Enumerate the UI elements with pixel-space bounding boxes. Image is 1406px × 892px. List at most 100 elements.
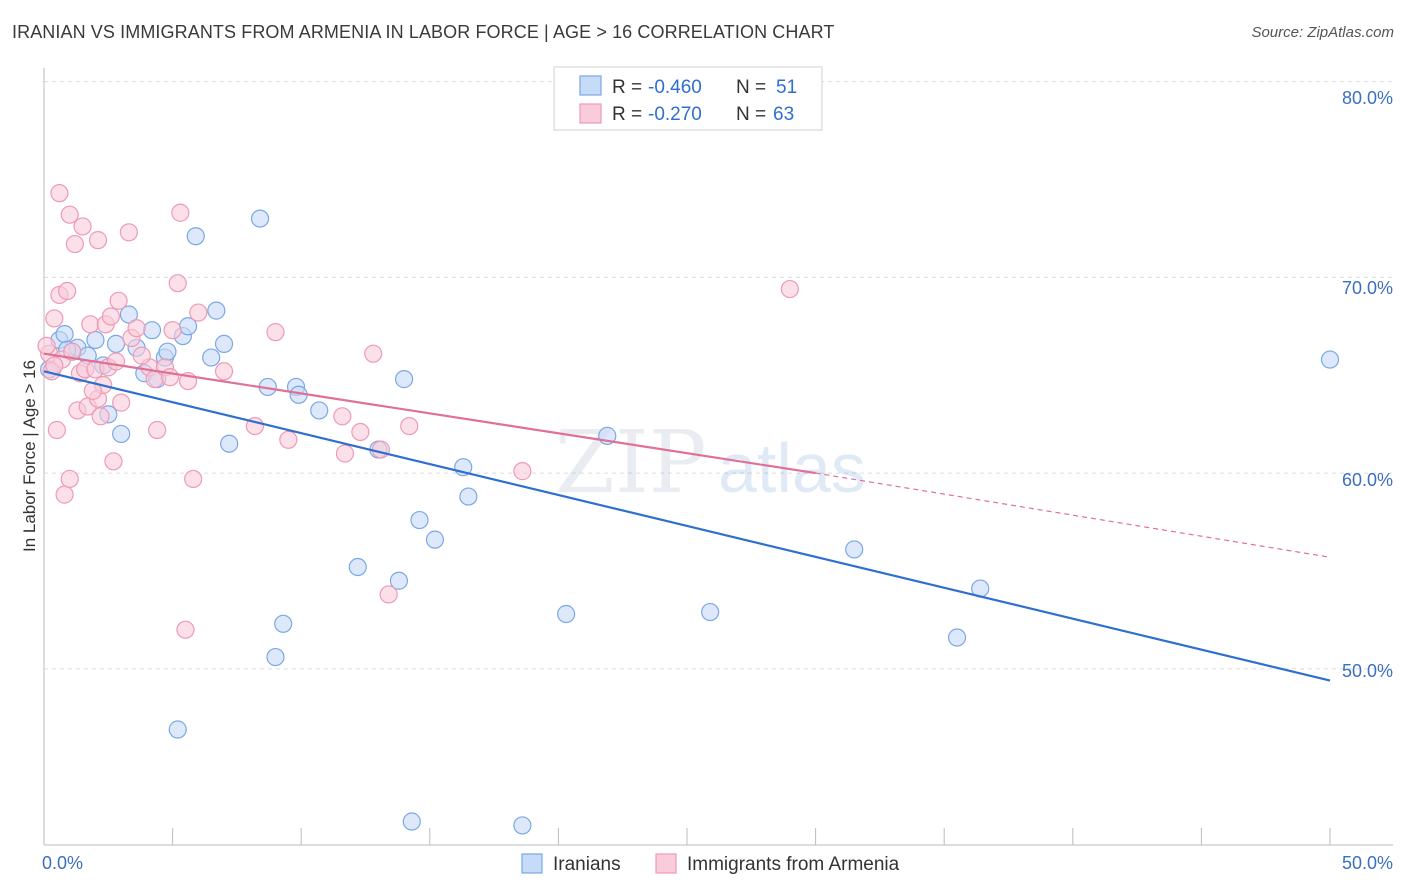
watermark-atlas: atlas: [718, 429, 866, 507]
armenia-point-51: [371, 440, 391, 459]
armenia-point-24: [104, 452, 123, 471]
armenia-point-56: [37, 336, 56, 355]
iranian-point-35: [389, 571, 409, 590]
trend-lines: [43, 352, 1331, 682]
iranian-point-23: [207, 301, 226, 320]
legend-r-label-2: R =: [612, 104, 642, 125]
axes: [43, 68, 1393, 846]
legend-n-label-2: N =: [736, 104, 766, 125]
trend-line-armenia-extension: [815, 472, 1331, 558]
bottom-legend: Iranians Immigrants from Armenia: [521, 853, 900, 875]
armenia-point-47: [333, 407, 352, 426]
legend-n-value-1: 51: [776, 77, 797, 98]
iranian-point-46: [845, 540, 864, 559]
iranian-point-11: [119, 305, 138, 324]
armenia-point-53: [400, 416, 419, 436]
y-tick-label-50: 50.0%: [1342, 661, 1393, 681]
iranian-point-32: [310, 401, 329, 420]
iranian-point-22: [202, 348, 221, 367]
iranian-point-24: [214, 334, 234, 353]
watermark: ZIP atlas: [555, 413, 866, 513]
iranian-point-2: [55, 324, 74, 344]
trend-line-armenia: [43, 352, 816, 475]
bottom-legend-iranians: Iranians: [553, 854, 621, 875]
iranian-point-36: [394, 370, 414, 389]
y-tick-label-70: 70.0%: [1342, 278, 1393, 298]
armenia-point-43: [214, 362, 234, 381]
series-iranians: [40, 209, 1340, 835]
iranian-point-18: [168, 720, 187, 739]
source-label: Source: ZipAtlas.com: [1251, 24, 1394, 41]
armenia-point-16: [81, 315, 100, 334]
armenia-point-23: [101, 307, 120, 326]
gridlines: [44, 81, 1393, 670]
armenia-point-46: [279, 430, 298, 449]
iranian-point-49: [1320, 350, 1340, 369]
x-tick-label-max: 50.0%: [1342, 853, 1393, 873]
armenia-point-30: [127, 319, 146, 338]
armenia-point-60: [132, 346, 151, 365]
armenia-point-9: [60, 205, 79, 224]
armenia-point-52: [379, 585, 398, 604]
armenia-point-38: [171, 203, 190, 222]
iranian-point-42: [513, 816, 532, 835]
armenia-point-58: [63, 342, 82, 361]
armenia-point-41: [184, 469, 203, 489]
legend-box: R = -0.460 N = 51 R = -0.270 N = 63: [553, 66, 823, 131]
iranian-point-38: [410, 510, 429, 530]
armenia-point-25: [106, 352, 126, 371]
armenia-point-36: [163, 321, 182, 340]
armenia-point-2: [45, 309, 64, 328]
y-tick-label-80: 80.0%: [1342, 88, 1393, 108]
iranian-point-25: [220, 434, 239, 453]
iranian-point-29: [274, 614, 293, 633]
iranian-point-33: [348, 557, 367, 577]
armenia-point-13: [73, 217, 92, 236]
iranian-point-10: [112, 424, 131, 444]
armenia-point-4: [50, 184, 69, 203]
armenia-point-33: [148, 420, 167, 440]
armenia-point-49: [351, 422, 370, 442]
iranian-point-6: [86, 330, 105, 350]
iranian-point-26: [250, 209, 270, 228]
legend-r-value-2: -0.270: [648, 104, 702, 125]
iranian-point-37: [402, 812, 421, 831]
armenia-point-19: [88, 231, 108, 250]
legend-swatch-armenia: [579, 103, 602, 124]
x-tick-label-min: 0.0%: [42, 853, 83, 873]
armenia-point-48: [335, 444, 355, 463]
bottom-legend-swatch-armenia: [655, 853, 677, 874]
armenia-point-26: [109, 291, 128, 310]
armenia-point-59: [91, 407, 110, 426]
armenia-point-7: [58, 281, 77, 301]
legend-n-value-2: 63: [773, 104, 794, 125]
legend-r-label-1: R =: [612, 77, 642, 98]
iranian-point-21: [186, 227, 205, 246]
y-tick-label-60: 60.0%: [1342, 470, 1393, 490]
armenia-point-45: [266, 323, 285, 342]
armenia-point-27: [112, 393, 131, 412]
iranian-point-45: [701, 602, 720, 622]
trend-line-iranians: [43, 370, 1331, 682]
armenia-point-39: [176, 620, 195, 639]
armenia-point-54: [513, 462, 532, 481]
armenia-point-3: [47, 420, 66, 440]
bottom-legend-swatch-iranians: [521, 853, 543, 874]
legend-n-label-1: N =: [736, 77, 766, 98]
legend-r-value-1: -0.460: [648, 77, 702, 98]
armenia-point-10: [65, 234, 84, 254]
armenia-point-42: [189, 303, 208, 322]
iranian-point-28: [266, 647, 285, 667]
iranian-point-41: [459, 487, 478, 506]
bottom-legend-armenia: Immigrants from Armenia: [687, 854, 900, 875]
armenia-point-50: [364, 344, 383, 363]
watermark-zip: ZIP: [555, 413, 707, 513]
armenia-point-37: [168, 274, 187, 293]
armenia-point-28: [119, 223, 138, 242]
iranian-point-47: [947, 628, 967, 647]
y-axis-title: In Labor Force | Age > 16: [20, 360, 39, 552]
armenia-point-8: [60, 469, 79, 489]
iranian-point-14: [142, 321, 162, 340]
armenia-point-55: [780, 279, 799, 299]
